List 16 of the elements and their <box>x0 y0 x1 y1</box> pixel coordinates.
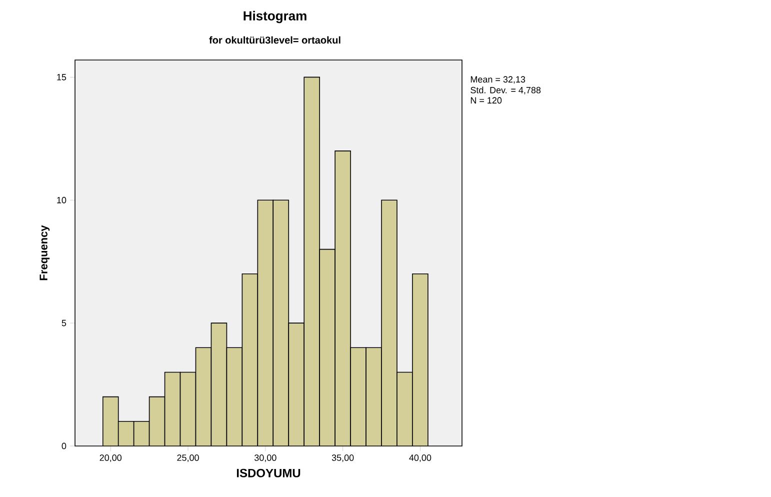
text: Std. Dev. = 4,788 <box>470 86 541 94</box>
y-tick-label: 10 <box>57 196 66 204</box>
x-tick-label: 25,00 <box>177 454 199 462</box>
x-tick-label: 35,00 <box>332 454 354 462</box>
chart-subtitle: for okultürü3level= ortaokul <box>209 36 340 44</box>
y-tick-label: 15 <box>57 74 66 80</box>
y-axis-title: Frequency <box>40 225 50 280</box>
x-axis-title: ISDOYUMU <box>236 468 300 478</box>
text: Mean = 32,13 <box>470 76 526 84</box>
x-tick-label: 30,00 <box>254 454 276 462</box>
x-tick-label: 20,00 <box>100 454 122 462</box>
y-tick-label: 0 <box>62 442 66 450</box>
text: N = 120 <box>470 97 502 104</box>
y-tick-label: 5 <box>62 320 66 326</box>
chart-title: Histogram <box>244 10 306 24</box>
x-tick-label: 40,00 <box>409 454 432 462</box>
